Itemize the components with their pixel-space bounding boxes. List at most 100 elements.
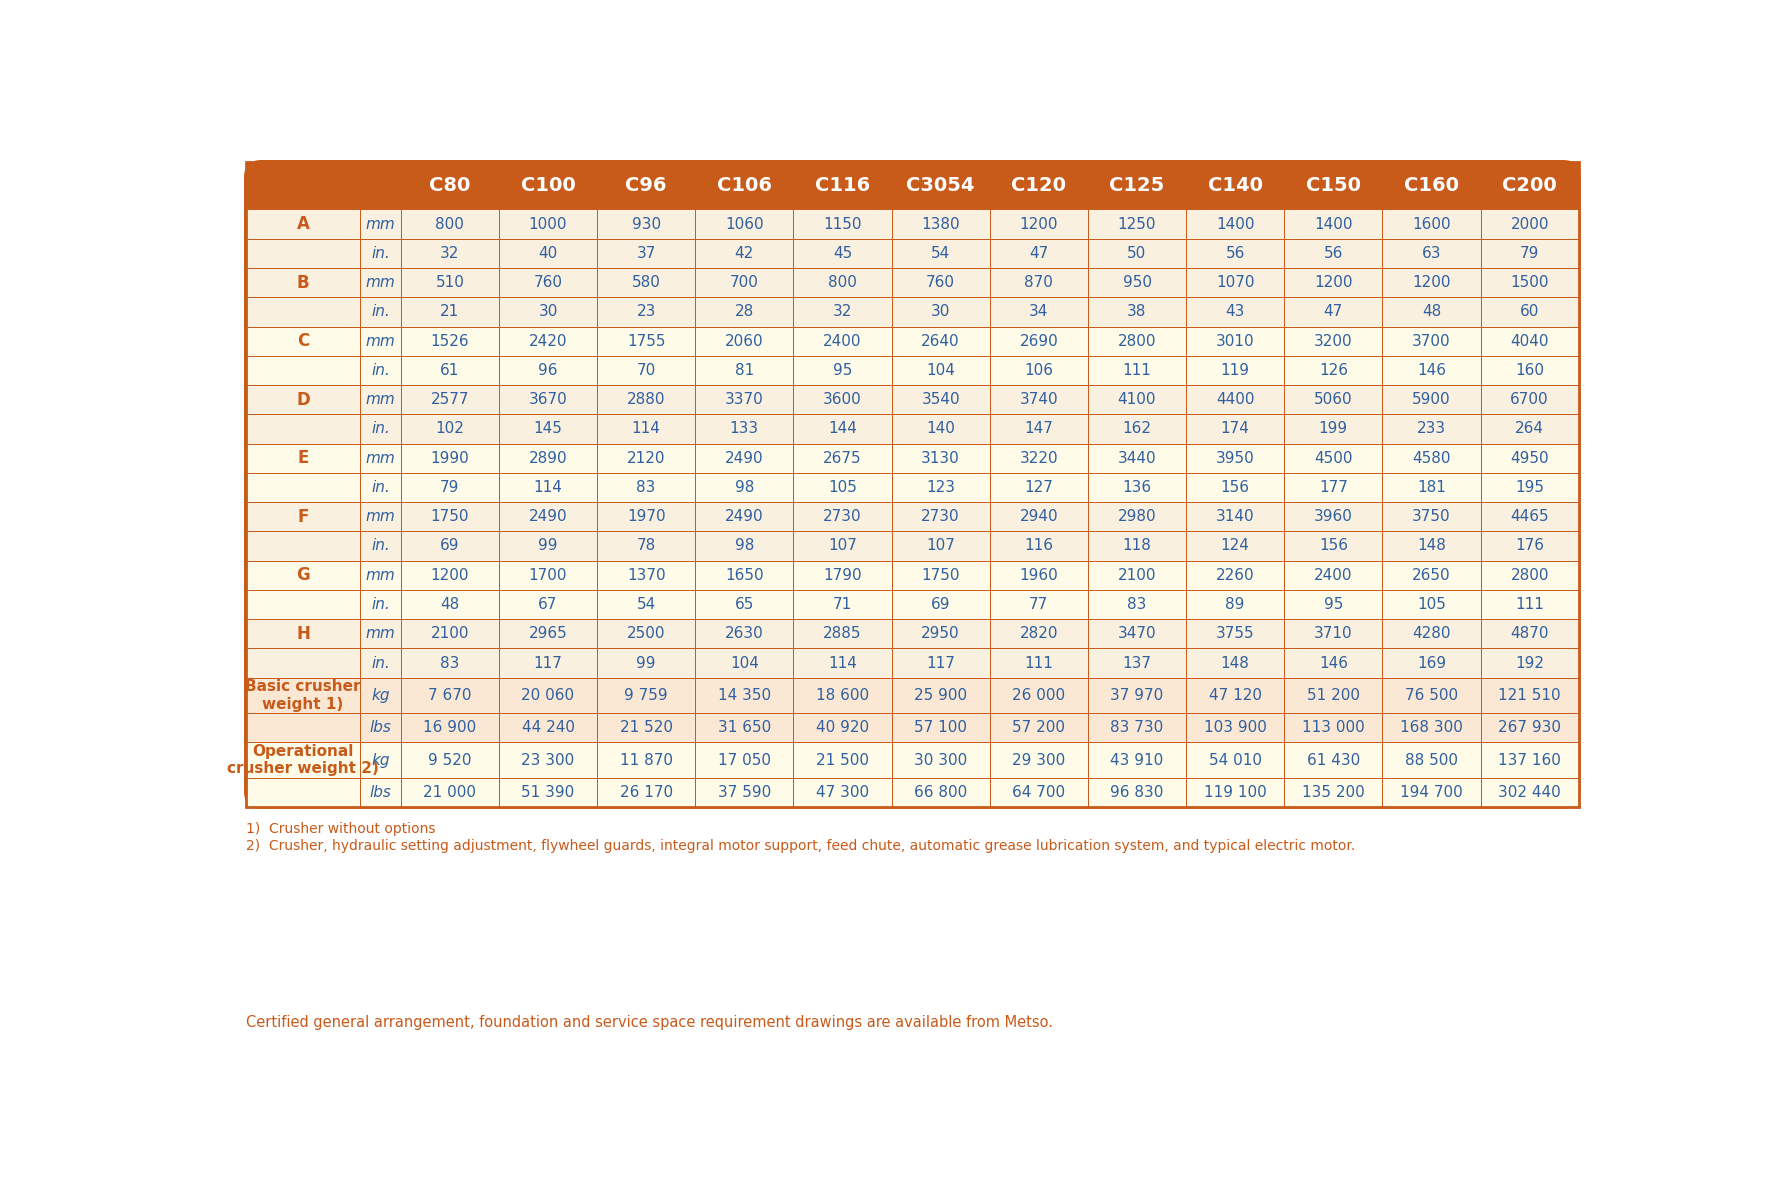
- Text: 9 520: 9 520: [427, 752, 472, 768]
- Bar: [1088, 326, 1185, 355]
- Text: 6700: 6700: [1511, 392, 1549, 407]
- Text: 1070: 1070: [1216, 275, 1255, 291]
- Text: mm: mm: [365, 392, 395, 407]
- Bar: [246, 239, 360, 268]
- Text: 127: 127: [1025, 479, 1054, 495]
- Text: F: F: [297, 508, 308, 526]
- Bar: [1383, 239, 1481, 268]
- Text: 37 590: 37 590: [717, 785, 771, 800]
- Bar: [892, 415, 990, 444]
- Bar: [596, 561, 696, 589]
- Text: 50: 50: [1127, 246, 1146, 261]
- Text: 760: 760: [926, 275, 956, 291]
- Bar: [1481, 589, 1579, 619]
- Bar: [1481, 502, 1579, 531]
- Bar: [1088, 778, 1185, 807]
- Text: C160: C160: [1404, 176, 1460, 195]
- Text: C96: C96: [625, 176, 668, 195]
- Bar: [696, 444, 794, 472]
- Bar: [1088, 561, 1185, 589]
- Text: 4465: 4465: [1511, 509, 1549, 524]
- Text: 48: 48: [440, 596, 459, 612]
- Text: 17 050: 17 050: [717, 752, 771, 768]
- Text: 105: 105: [828, 479, 856, 495]
- Text: 99: 99: [538, 539, 557, 554]
- Text: mm: mm: [365, 216, 395, 231]
- Bar: [498, 502, 596, 531]
- Text: 1370: 1370: [627, 568, 666, 582]
- Bar: [1185, 444, 1283, 472]
- Bar: [400, 648, 498, 678]
- Bar: [596, 619, 696, 648]
- Text: 930: 930: [632, 216, 660, 231]
- Text: 2490: 2490: [724, 509, 764, 524]
- Text: 20 060: 20 060: [522, 687, 575, 703]
- Bar: [498, 778, 596, 807]
- Text: 126: 126: [1319, 363, 1347, 378]
- Bar: [794, 444, 892, 472]
- Bar: [990, 385, 1088, 415]
- Text: 580: 580: [632, 275, 660, 291]
- Text: 9 759: 9 759: [625, 687, 668, 703]
- Bar: [361, 472, 400, 502]
- Text: 2500: 2500: [627, 626, 666, 641]
- Bar: [1088, 162, 1185, 209]
- Text: 119 100: 119 100: [1203, 785, 1267, 800]
- Text: 700: 700: [730, 275, 758, 291]
- Text: 104: 104: [926, 363, 956, 378]
- Bar: [892, 589, 990, 619]
- Text: 45: 45: [833, 246, 853, 261]
- Bar: [1185, 326, 1283, 355]
- Bar: [794, 561, 892, 589]
- Text: 51 390: 51 390: [522, 785, 575, 800]
- Bar: [696, 619, 794, 648]
- Text: C80: C80: [429, 176, 470, 195]
- Text: Basic crusher
weight 1): Basic crusher weight 1): [246, 679, 361, 711]
- Bar: [498, 326, 596, 355]
- Text: 5900: 5900: [1412, 392, 1451, 407]
- Bar: [1481, 678, 1579, 713]
- Bar: [794, 713, 892, 743]
- FancyBboxPatch shape: [246, 162, 1579, 807]
- Text: 3540: 3540: [922, 392, 959, 407]
- Bar: [1283, 778, 1383, 807]
- Text: 181: 181: [1417, 479, 1445, 495]
- Bar: [498, 415, 596, 444]
- Text: 1000: 1000: [529, 216, 568, 231]
- Text: 21: 21: [440, 305, 459, 319]
- Text: 99: 99: [637, 655, 655, 671]
- Bar: [246, 648, 360, 678]
- Text: 2730: 2730: [922, 509, 959, 524]
- Text: 800: 800: [436, 216, 465, 231]
- Bar: [1383, 743, 1481, 778]
- Bar: [1283, 355, 1383, 385]
- Text: 66 800: 66 800: [915, 785, 967, 800]
- Text: 111: 111: [1515, 596, 1543, 612]
- Bar: [400, 209, 498, 239]
- Bar: [246, 531, 360, 561]
- Bar: [794, 589, 892, 619]
- Bar: [1185, 502, 1283, 531]
- Bar: [246, 472, 360, 502]
- Bar: [892, 239, 990, 268]
- Bar: [990, 743, 1088, 778]
- Text: 162: 162: [1123, 422, 1152, 437]
- Text: 3370: 3370: [724, 392, 764, 407]
- Text: 26 170: 26 170: [619, 785, 673, 800]
- Bar: [1088, 444, 1185, 472]
- Text: 4280: 4280: [1412, 626, 1451, 641]
- Text: 145: 145: [534, 422, 562, 437]
- Text: 3130: 3130: [922, 451, 959, 465]
- Text: in.: in.: [372, 305, 390, 319]
- Text: 135 200: 135 200: [1301, 785, 1365, 800]
- Bar: [1481, 239, 1579, 268]
- Text: B: B: [297, 274, 310, 292]
- Bar: [794, 298, 892, 326]
- Bar: [361, 531, 400, 561]
- Text: 4500: 4500: [1314, 451, 1353, 465]
- Bar: [1481, 415, 1579, 444]
- Text: 28: 28: [735, 305, 755, 319]
- Text: 140: 140: [926, 422, 956, 437]
- Bar: [498, 162, 596, 209]
- Bar: [400, 743, 498, 778]
